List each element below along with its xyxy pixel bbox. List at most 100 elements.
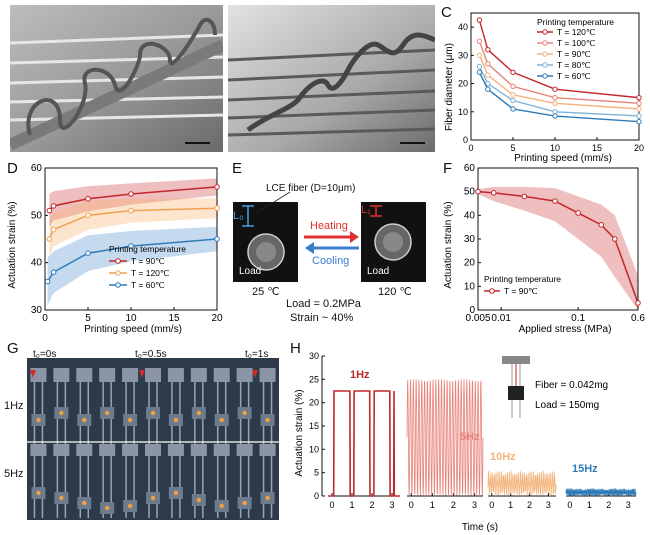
data-point [510, 97, 516, 104]
confidence-band [47, 226, 217, 306]
x-tick-label: 2 [606, 500, 611, 510]
data-point [552, 100, 558, 107]
data-point [490, 190, 497, 196]
y-tick-label: 30 [464, 234, 476, 245]
x-tick-label: 0.1 [571, 313, 585, 324]
y-tick-label: 40 [458, 22, 468, 32]
x-tick-label: 2 [369, 500, 374, 510]
signal-trace [565, 487, 637, 497]
legend-marker [542, 40, 548, 46]
clamp-top [190, 368, 207, 382]
legend-label: T = 60℃ [557, 71, 591, 81]
data-point [128, 243, 134, 249]
fiber-label: LCE fiber (D=10μm) [266, 183, 356, 194]
clamp-mid [167, 444, 184, 456]
g-time-1: t₀=1s [245, 349, 269, 360]
x-tick-label: 3 [389, 500, 394, 510]
clamp-mid [213, 444, 230, 456]
panel-label-f: F [443, 160, 453, 177]
data-point [50, 203, 57, 209]
data-point [485, 86, 491, 92]
marker-1hz [242, 410, 247, 416]
strain-value: Strain ~ 40% [290, 312, 354, 324]
legend-marker [542, 62, 548, 68]
load-label-cold: Load [239, 266, 262, 277]
heating-arrow [304, 231, 359, 243]
data-point [46, 236, 53, 242]
data-point [85, 195, 91, 202]
y-tick-label: 40 [31, 258, 43, 269]
clamp-mid [145, 444, 161, 456]
data-point [476, 38, 483, 44]
data-point [636, 100, 642, 107]
heating-label: Heating [310, 220, 348, 232]
legend-marker [542, 29, 548, 35]
x-tick-label: 10 [550, 143, 560, 153]
clamp-top [167, 368, 184, 382]
data-point [521, 193, 528, 200]
time-marker [252, 370, 258, 378]
g-time-05: t₀=0.5s [135, 349, 167, 360]
legend-marker [115, 258, 121, 264]
marker-1hz [59, 410, 64, 416]
h-ylabel: Actuation strain (%) [294, 389, 305, 476]
y-tick-label: 60 [31, 163, 43, 174]
x-tick-label: 1 [508, 500, 513, 510]
load-label-hot: Load [367, 266, 390, 277]
f-legend-title: Printing temperature [484, 274, 561, 284]
y-tick-label: 5 [314, 468, 319, 478]
d-legend-title: Printing temperature [109, 244, 186, 254]
data-point [85, 212, 91, 219]
data-point [85, 250, 91, 256]
y-tick-label: 20 [458, 79, 468, 89]
marker-1hz [265, 417, 270, 423]
clamp-top [259, 368, 276, 382]
data-point [612, 236, 618, 242]
x-tick-label: 2 [451, 500, 456, 510]
data-point [50, 226, 57, 233]
x-tick-label: 0 [409, 500, 414, 510]
data-point [552, 198, 558, 204]
x-tick-label: 1 [587, 500, 592, 510]
x-tick-label: 20 [211, 313, 223, 324]
x-tick-label: 3 [472, 500, 477, 510]
micrograph-a [10, 5, 223, 152]
marker-1hz [196, 410, 202, 416]
x-tick-label: 0 [489, 500, 494, 510]
x-tick-label: 0.6 [631, 313, 645, 324]
micrograph-b [228, 5, 435, 152]
time-marker [30, 370, 36, 378]
clamp-mid [53, 444, 70, 456]
legend-label: T = 90℃ [504, 286, 538, 296]
f-xlabel: Applied stress (MPa) [519, 324, 612, 335]
confidence-band [49, 198, 217, 258]
panel-label-h: H [290, 340, 301, 357]
l0-label: L₀ [233, 210, 244, 222]
data-point [598, 222, 605, 228]
x-tick-label: 15 [168, 313, 180, 324]
series-line [477, 190, 639, 304]
clamp-mid [236, 444, 253, 456]
data-point [636, 94, 642, 101]
data-point [476, 17, 483, 23]
temp-cold: 25 ℃ [252, 286, 280, 298]
legend-label: T = 60℃ [131, 280, 165, 290]
data-point [50, 269, 57, 275]
data-point [636, 106, 642, 112]
h-f5: 5Hz [460, 431, 480, 443]
legend-label: T = 90℃ [131, 256, 165, 266]
legend-label: T = 90℃ [557, 49, 591, 59]
time-marker [139, 370, 145, 378]
marker-5hz [104, 505, 110, 511]
clamp-top [213, 368, 230, 382]
load-value: Load = 0.2MPa [286, 298, 361, 310]
marker-1hz [104, 410, 110, 416]
signal-trace [487, 470, 557, 497]
marker-1hz [150, 410, 156, 416]
plot-frame [470, 12, 640, 141]
y-tick-label: 20 [309, 398, 319, 408]
data-point [128, 191, 134, 197]
legend-label: T = 80℃ [557, 60, 591, 70]
panel-label-d: D [7, 160, 18, 177]
h-xlabel: Time (s) [462, 522, 498, 533]
